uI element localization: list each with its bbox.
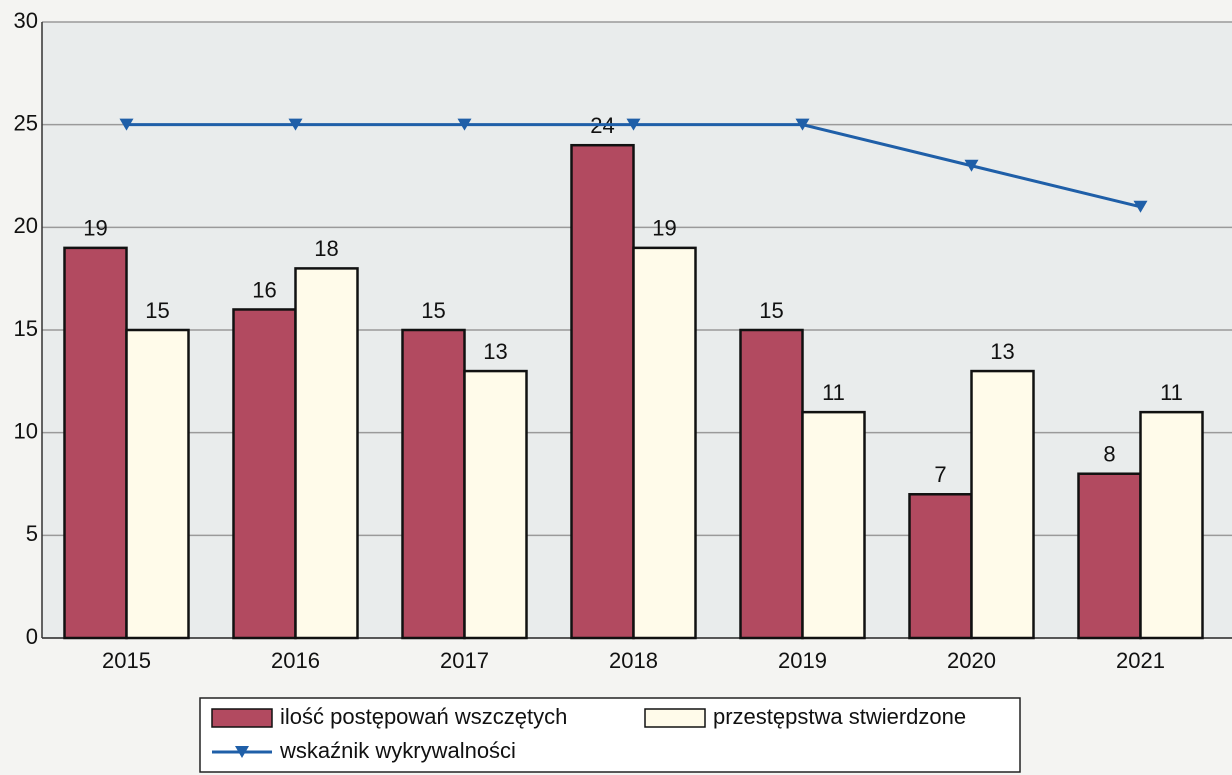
bar xyxy=(801,410,866,640)
data-label: 11 xyxy=(1160,380,1183,405)
y-tick-label: 10 xyxy=(14,418,38,443)
bar xyxy=(739,328,804,640)
line-marker xyxy=(795,118,810,131)
bar xyxy=(401,328,466,640)
data-label: 8 xyxy=(1103,442,1115,467)
x-tick-label: 2018 xyxy=(609,648,658,673)
line-marker xyxy=(626,118,641,131)
x-tick-label: 2021 xyxy=(1116,648,1165,673)
y-tick-label: 30 xyxy=(14,8,38,33)
bar xyxy=(632,246,697,640)
bar xyxy=(125,328,190,640)
data-label: 15 xyxy=(759,298,783,323)
legend-label: ilość postępowań wszczętych xyxy=(280,704,567,729)
data-label: 15 xyxy=(145,298,169,323)
y-tick-label: 20 xyxy=(14,213,38,238)
y-tick-label: 25 xyxy=(14,110,38,135)
bar xyxy=(1077,472,1142,640)
data-label: 13 xyxy=(483,339,507,364)
bar xyxy=(232,308,297,640)
data-label: 15 xyxy=(421,298,445,323)
data-label: 7 xyxy=(934,462,946,487)
bar xyxy=(63,246,128,640)
y-tick-label: 0 xyxy=(26,624,38,649)
line-marker xyxy=(119,118,134,131)
line-marker xyxy=(288,118,303,131)
x-tick-label: 2015 xyxy=(102,648,151,673)
legend-marker xyxy=(235,746,249,758)
x-tick-label: 2020 xyxy=(947,648,996,673)
line-marker xyxy=(457,118,472,131)
x-tick-label: 2019 xyxy=(778,648,827,673)
data-label: 18 xyxy=(314,236,338,261)
data-label: 19 xyxy=(83,216,107,241)
x-tick-label: 2016 xyxy=(271,648,320,673)
y-tick-label: 5 xyxy=(26,521,38,546)
bar xyxy=(970,369,1035,640)
data-label: 13 xyxy=(990,339,1014,364)
legend-label: wskaźnik wykrywalności xyxy=(279,738,516,763)
data-label: 16 xyxy=(252,277,276,302)
legend-swatch xyxy=(644,708,706,728)
legend-label: przestępstwa stwierdzone xyxy=(713,704,966,729)
y-tick-label: 15 xyxy=(14,316,38,341)
bar xyxy=(463,369,528,640)
legend-box xyxy=(199,697,1021,773)
bar xyxy=(570,143,635,640)
bar xyxy=(294,267,359,640)
x-tick-label: 2017 xyxy=(440,648,489,673)
bar xyxy=(1139,410,1204,640)
legend-swatch xyxy=(211,708,273,728)
bar xyxy=(908,493,973,640)
data-label: 19 xyxy=(652,216,676,241)
line-marker xyxy=(1133,200,1148,213)
line-marker xyxy=(964,159,979,172)
data-label: 11 xyxy=(822,380,845,405)
